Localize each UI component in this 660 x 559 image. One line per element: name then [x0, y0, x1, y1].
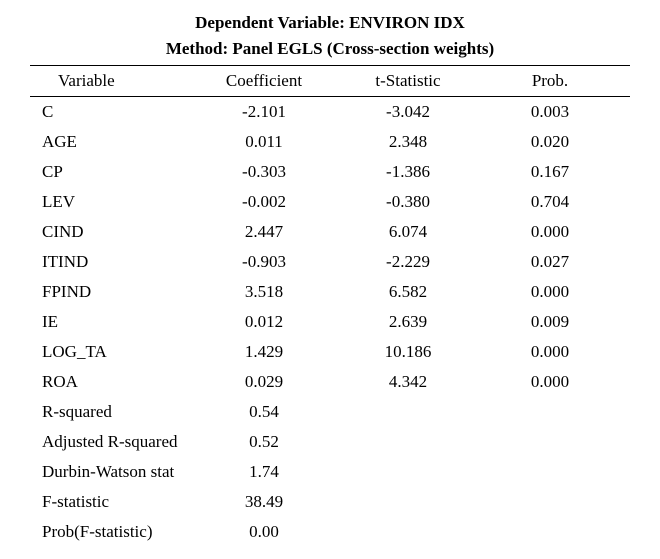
cell-prob: 0.009: [486, 307, 630, 337]
cell-coefficient: -0.303: [198, 157, 330, 187]
cell-tstat: 6.582: [330, 277, 486, 307]
table-row: ITIND-0.903-2.2290.027: [30, 247, 630, 277]
cell-prob: 0.000: [486, 337, 630, 367]
table-row: ROA0.0294.3420.000: [30, 367, 630, 397]
cell-variable: ITIND: [30, 247, 198, 277]
cell-prob: 0.020: [486, 127, 630, 157]
stat-empty: [330, 457, 486, 487]
cell-tstat: 2.639: [330, 307, 486, 337]
stat-empty: [330, 487, 486, 517]
cell-coefficient: 2.447: [198, 217, 330, 247]
cell-coefficient: 0.029: [198, 367, 330, 397]
cell-prob: 0.167: [486, 157, 630, 187]
cell-variable: CP: [30, 157, 198, 187]
stat-empty: [486, 457, 630, 487]
cell-tstat: 10.186: [330, 337, 486, 367]
cell-variable: FPIND: [30, 277, 198, 307]
cell-coefficient: -0.903: [198, 247, 330, 277]
stat-empty: [486, 517, 630, 547]
stat-empty: [486, 427, 630, 457]
cell-tstat: 6.074: [330, 217, 486, 247]
cell-tstat: 2.348: [330, 127, 486, 157]
stat-value: 0.54: [198, 397, 330, 427]
stat-empty: [486, 397, 630, 427]
cell-tstat: 4.342: [330, 367, 486, 397]
header-row: Variable Coefficient t-Statistic Prob.: [30, 66, 630, 97]
cell-variable: LOG_TA: [30, 337, 198, 367]
stat-label: Prob(F-statistic): [30, 517, 198, 547]
col-header-variable: Variable: [30, 66, 198, 97]
stat-empty: [330, 427, 486, 457]
table-row: AGE0.0112.3480.020: [30, 127, 630, 157]
stat-row: R-squared0.54: [30, 397, 630, 427]
col-header-coefficient: Coefficient: [198, 66, 330, 97]
cell-tstat: -2.229: [330, 247, 486, 277]
cell-variable: AGE: [30, 127, 198, 157]
table-row: CP-0.303-1.3860.167: [30, 157, 630, 187]
stat-empty: [330, 397, 486, 427]
cell-coefficient: 1.429: [198, 337, 330, 367]
cell-prob: 0.000: [486, 277, 630, 307]
stat-row: Adjusted R-squared0.52: [30, 427, 630, 457]
cell-tstat: -1.386: [330, 157, 486, 187]
stat-value: 0.52: [198, 427, 330, 457]
cell-prob: 0.000: [486, 367, 630, 397]
cell-prob: 0.003: [486, 97, 630, 128]
stat-value: 0.00: [198, 517, 330, 547]
col-header-tstat: t-Statistic: [330, 66, 486, 97]
stat-value: 38.49: [198, 487, 330, 517]
cell-tstat: -0.380: [330, 187, 486, 217]
stat-empty: [330, 517, 486, 547]
cell-coefficient: 0.011: [198, 127, 330, 157]
table-row: FPIND3.5186.5820.000: [30, 277, 630, 307]
stat-row: F-statistic38.49: [30, 487, 630, 517]
cell-prob: 0.704: [486, 187, 630, 217]
stat-value: 1.74: [198, 457, 330, 487]
cell-tstat: -3.042: [330, 97, 486, 128]
cell-coefficient: -2.101: [198, 97, 330, 128]
cell-coefficient: 0.012: [198, 307, 330, 337]
cell-variable: C: [30, 97, 198, 128]
stat-label: R-squared: [30, 397, 198, 427]
cell-prob: 0.027: [486, 247, 630, 277]
cell-coefficient: -0.002: [198, 187, 330, 217]
stat-label: F-statistic: [30, 487, 198, 517]
cell-variable: LEV: [30, 187, 198, 217]
table-row: C-2.101-3.0420.003: [30, 97, 630, 128]
dependent-variable-title: Dependent Variable: ENVIRON IDX: [30, 10, 630, 36]
stat-row: Durbin-Watson stat1.74: [30, 457, 630, 487]
stat-label: Durbin-Watson stat: [30, 457, 198, 487]
table-row: IE0.0122.6390.009: [30, 307, 630, 337]
stat-empty: [486, 487, 630, 517]
cell-variable: ROA: [30, 367, 198, 397]
method-title: Method: Panel EGLS (Cross-section weight…: [30, 36, 630, 62]
table-row: LOG_TA1.42910.1860.000: [30, 337, 630, 367]
stat-label: Adjusted R-squared: [30, 427, 198, 457]
cell-variable: IE: [30, 307, 198, 337]
col-header-prob: Prob.: [486, 66, 630, 97]
table-row: CIND2.4476.0740.000: [30, 217, 630, 247]
cell-variable: CIND: [30, 217, 198, 247]
table-body: C-2.101-3.0420.003AGE0.0112.3480.020CP-0…: [30, 97, 630, 548]
regression-table: Variable Coefficient t-Statistic Prob. C…: [30, 65, 630, 547]
cell-coefficient: 3.518: [198, 277, 330, 307]
stat-row: Prob(F-statistic)0.00: [30, 517, 630, 547]
cell-prob: 0.000: [486, 217, 630, 247]
table-row: LEV-0.002-0.3800.704: [30, 187, 630, 217]
